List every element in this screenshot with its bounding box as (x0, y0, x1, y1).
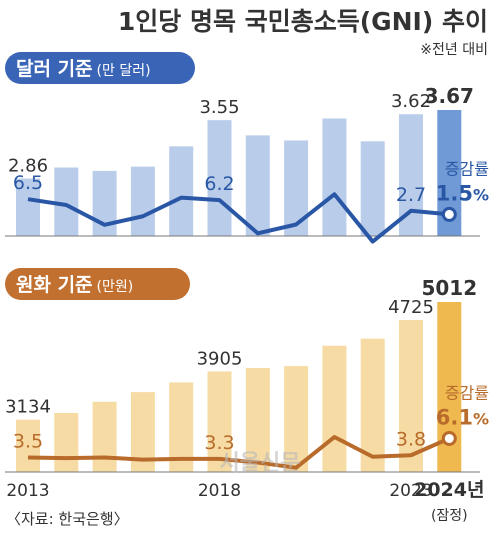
usd-bar (284, 140, 309, 236)
usd-growth-label: 1.5% (436, 181, 489, 205)
usd-value-label: 3.55 (199, 97, 239, 118)
usd-bar (130, 166, 155, 236)
usd-bar (16, 178, 40, 236)
krw-growth-caption: 증감률 (445, 383, 489, 402)
x-tick-label: 2013 (6, 481, 49, 501)
usd-value-label: 3.67 (425, 84, 474, 108)
krw-badge-label: 원화 기준 (만원) (16, 274, 133, 296)
usd-value-label: 2.86 (8, 155, 48, 176)
usd-growth-point (441, 206, 457, 222)
krw-bar (54, 412, 79, 472)
krw-value-label: 4725 (388, 297, 434, 318)
krw-badge (5, 268, 190, 300)
krw-growth-label: 3.5 (13, 430, 43, 452)
chart-title: 1인당 명목 국민총소득(GNI) 추이 (118, 7, 488, 36)
usd-bar (360, 141, 385, 236)
krw-bar (207, 371, 232, 472)
usd-value-label: 3.62 (391, 91, 431, 112)
krw-value-label: 3905 (197, 348, 243, 369)
krw-growth-line (27, 435, 451, 470)
krw-growth-label: 6.1% (436, 405, 489, 429)
usd-bar (207, 120, 232, 236)
usd-bar (322, 118, 347, 236)
usd-panel: 달러 기준 (만 달러) 2.86 3.55 3.623.67 6.5 6.2 2.7 1.5%… (5, 52, 489, 244)
krw-bar (284, 366, 309, 472)
watermark: 서울신문 (220, 451, 301, 476)
x-tick-label: 2023 (389, 481, 432, 501)
usd-growth-label: 2.7 (396, 184, 426, 206)
krw-bar (16, 419, 40, 472)
x-tick-label: 2018 (198, 481, 241, 501)
usd-bar (169, 146, 194, 236)
krw-growth-label: 3.8 (396, 428, 426, 450)
krw-bar (92, 401, 117, 472)
krw-growth-label: 3.3 (204, 432, 234, 454)
krw-bar (360, 338, 385, 472)
usd-growth-label: 6.5 (13, 172, 43, 194)
usd-growth-caption: 증감률 (445, 159, 489, 178)
krw-bar (322, 345, 347, 472)
usd-badge (5, 52, 195, 84)
source-note: 〈자료: 한국은행〉 (6, 510, 129, 528)
krw-bar (245, 368, 270, 472)
usd-growth-label: 6.2 (204, 173, 234, 195)
krw-growth-point (441, 430, 457, 446)
usd-growth-line (27, 192, 450, 244)
krw-value-label: 5012 (421, 276, 477, 300)
usd-badge-label: 달러 기준 (만 달러) (16, 58, 151, 80)
krw-value-label: 3134 (5, 397, 51, 418)
x-tick-note: (잠정) (431, 508, 468, 524)
usd-bar (245, 135, 270, 236)
comparison-note: ※전년 대비 (420, 42, 488, 58)
krw-bar (399, 319, 423, 472)
x-tick-label: 2024년 (414, 479, 484, 501)
